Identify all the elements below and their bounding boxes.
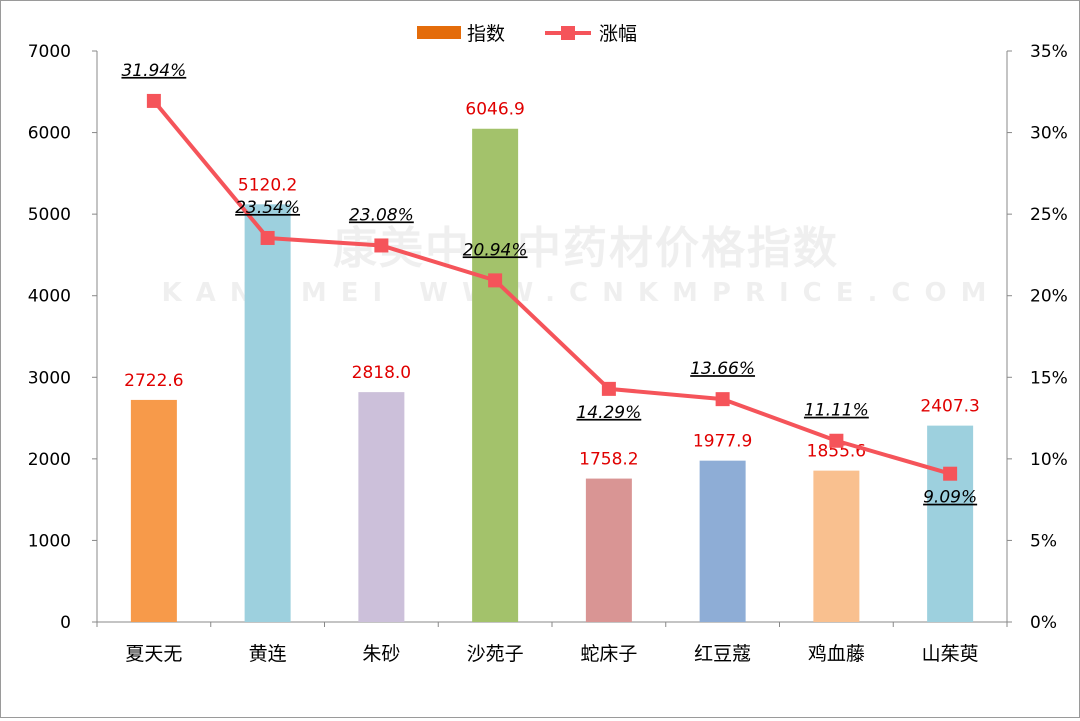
line-path	[152, 99, 951, 476]
left-tick-label: 7000	[28, 42, 71, 62]
line-point	[488, 273, 503, 288]
bar-value-label: 1758.2	[579, 450, 638, 470]
legend-swatch-bar	[417, 26, 461, 39]
line-value-label: 9.09%	[923, 488, 977, 508]
line-value-labels: 31.94% 23.54% 23.08% 20.94% 14.29% 13.66% 11.1…	[121, 61, 977, 508]
category-label: 夏天无	[125, 643, 182, 665]
category-labels: 夏天无 黄连 朱砂 沙苑子 蛇床子 红豆蔻 鸡血藤 山茱萸	[125, 643, 978, 665]
legend-label-line: 涨幅	[599, 23, 637, 45]
right-tick-label: 0%	[1030, 613, 1057, 633]
bar	[472, 128, 519, 622]
line-value-label: 31.94%	[121, 61, 186, 81]
legend: 指数 涨幅	[417, 23, 637, 45]
legend-swatch-marker	[561, 26, 575, 40]
right-tick-label: 5%	[1030, 531, 1057, 551]
bar	[699, 460, 746, 622]
left-tick-label: 5000	[28, 205, 71, 225]
line-value-label: 11.11%	[804, 401, 869, 421]
category-label: 黄连	[249, 643, 287, 665]
right-tick-label: 20%	[1030, 287, 1068, 307]
bar-value-label: 5120.2	[238, 175, 297, 195]
axes: 0 1000 2000 3000 4000 5000 6000 7000 0% 5% 10% 15% 2…	[28, 42, 1068, 633]
right-tick-label: 10%	[1030, 450, 1068, 470]
line-point	[374, 238, 389, 253]
line-point	[829, 433, 844, 448]
line-value-label: 23.54%	[235, 198, 300, 218]
category-label: 朱砂	[362, 643, 400, 665]
bar	[244, 204, 291, 623]
left-tick-label: 2000	[28, 450, 71, 470]
bar-value-label: 6046.9	[465, 100, 524, 120]
watermark-line2: KANGMEI WWW.CNKMPRICE.COM	[162, 278, 1001, 308]
category-label: 蛇床子	[580, 643, 637, 665]
right-tick-label: 25%	[1030, 205, 1068, 225]
bar-value-label: 2818.0	[352, 363, 411, 383]
line-point	[146, 93, 161, 108]
category-label: 红豆蔻	[694, 643, 751, 665]
line-value-label: 23.08%	[349, 205, 414, 225]
bar	[927, 425, 974, 622]
right-tick-label: 15%	[1030, 368, 1068, 388]
bar-series	[130, 128, 974, 623]
right-tick-label: 35%	[1030, 42, 1068, 62]
left-tick-label: 0	[60, 613, 71, 633]
line-value-label: 13.66%	[690, 359, 755, 379]
left-tick-label: 4000	[28, 287, 71, 307]
line-series	[146, 93, 958, 481]
bar	[813, 470, 860, 622]
watermark-line1: 康美中国中药材价格指数	[333, 223, 839, 274]
line-value-label: 14.29%	[576, 403, 641, 423]
watermark: 康美中国中药材价格指数 KANGMEI WWW.CNKMPRICE.COM	[162, 223, 1001, 308]
right-tick-label: 30%	[1030, 124, 1068, 144]
line-point	[601, 381, 616, 396]
line-value-label: 20.94%	[463, 240, 528, 260]
bar	[585, 478, 632, 622]
bar-value-label: 2722.6	[124, 371, 183, 391]
category-label: 山茱萸	[922, 643, 979, 665]
bar	[358, 392, 405, 622]
line-point	[715, 392, 730, 407]
bar	[130, 399, 177, 622]
left-tick-label: 6000	[28, 124, 71, 144]
line-point	[260, 230, 275, 245]
line-point	[943, 466, 958, 481]
category-label: 沙苑子	[467, 643, 524, 665]
left-tick-label: 3000	[28, 368, 71, 388]
category-label: 鸡血藤	[808, 643, 865, 665]
bar-value-label: 1977.9	[693, 432, 752, 452]
bar-value-label: 2407.3	[920, 397, 979, 417]
left-tick-label: 1000	[28, 531, 71, 551]
legend-label-bar: 指数	[467, 23, 505, 45]
